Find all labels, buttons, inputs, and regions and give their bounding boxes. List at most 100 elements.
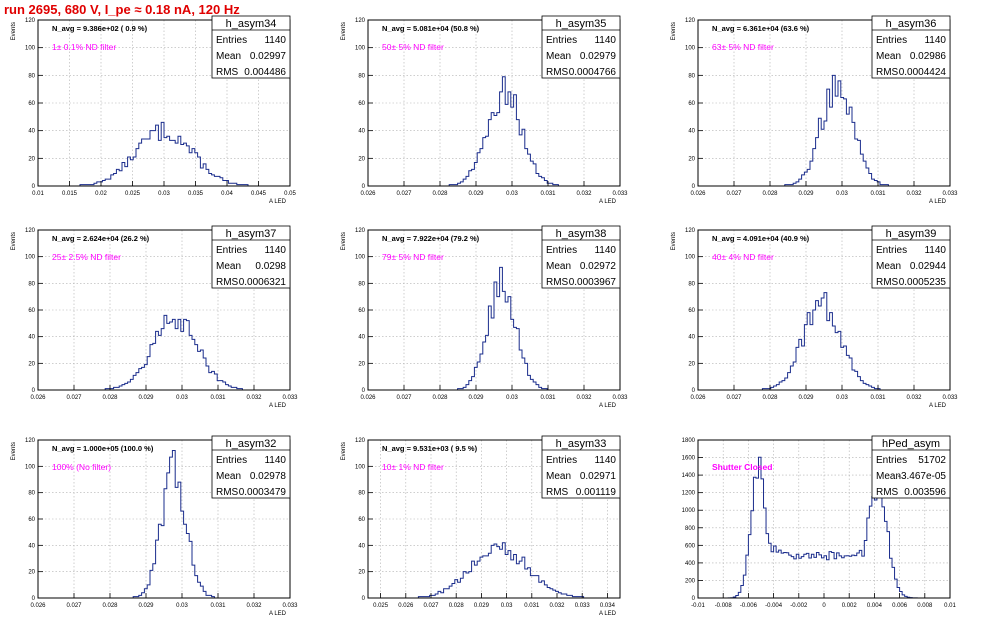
stats-value: 1140 — [594, 245, 616, 256]
y-tick-label: 100 — [355, 464, 366, 470]
y-tick-label: 40 — [358, 335, 365, 341]
y-tick-label: 120 — [685, 228, 696, 234]
stats-key: Entries — [876, 245, 907, 256]
y-tick-label: 100 — [355, 46, 366, 52]
x-tick-label: 0.03 — [836, 395, 848, 401]
x-tick-label: 0.004 — [867, 603, 883, 609]
stats-value: 0.02972 — [580, 261, 617, 272]
x-tick-label: 0.05 — [284, 191, 296, 197]
histogram-line — [698, 292, 950, 391]
stats-box — [871, 15, 951, 79]
x-tick-label: 0.032 — [246, 603, 262, 609]
y-axis-label: Events — [11, 232, 17, 250]
histogram-panel-h_asym33: 0.025 0.026 0.027 0.028 0.029 0.03 0.031 0.032 0… — [341, 435, 621, 617]
filter-annotation: 100% (No filter) — [52, 462, 111, 472]
histogram-title: h_asym32 — [226, 438, 277, 450]
stats-key: RMS — [216, 487, 239, 498]
y-tick-label: 40 — [358, 543, 365, 549]
y-tick-label: 40 — [28, 335, 35, 341]
x-tick-label: 0.006 — [892, 603, 908, 609]
filter-annotation: 50± 5% ND filter — [382, 42, 444, 52]
y-tick-label: 120 — [25, 18, 36, 24]
y-axis-label: Events — [11, 22, 17, 40]
x-tick-label: 0.033 — [282, 395, 298, 401]
y-axis-label: Events — [671, 232, 677, 250]
y-tick-label: 20 — [28, 570, 35, 576]
x-tick-label: 0.028 — [102, 603, 118, 609]
stats-key: Mean — [216, 261, 241, 272]
navg-label: N_avg = 5.081e+04 (50.8 %) — [382, 24, 480, 33]
stats-value: 0.0003967 — [569, 277, 617, 288]
y-axis-label: Events — [341, 442, 347, 460]
stats-box — [541, 15, 621, 79]
x-axis-label: A LED — [269, 403, 287, 409]
filter-annotation: 10± 1% ND filter — [382, 462, 444, 472]
stats-key: Mean — [876, 471, 901, 482]
stats-key: RMS — [546, 67, 569, 78]
x-tick-label: 0.032 — [549, 603, 565, 609]
stats-key: RMS — [876, 277, 899, 288]
y-tick-label: 20 — [688, 361, 695, 367]
y-tick-label: 80 — [358, 73, 365, 79]
stats-key: Entries — [546, 35, 577, 46]
y-tick-label: 100 — [25, 464, 36, 470]
x-tick-label: 0.032 — [906, 395, 922, 401]
x-tick-label: 0.035 — [188, 191, 204, 197]
histogram-line — [38, 121, 290, 187]
y-tick-label: 400 — [685, 561, 696, 567]
y-tick-label: 60 — [358, 308, 365, 314]
y-tick-label: 40 — [688, 335, 695, 341]
x-tick-label: 0.025 — [373, 603, 389, 609]
x-tick-label: 0.027 — [726, 395, 742, 401]
stats-box — [871, 435, 951, 499]
histogram-line — [698, 456, 950, 599]
y-tick-label: 800 — [685, 526, 696, 532]
stats-box — [211, 225, 291, 289]
y-tick-label: 120 — [685, 18, 696, 24]
x-tick-label: 0.032 — [246, 395, 262, 401]
stats-key: Entries — [216, 455, 247, 466]
x-tick-label: 0.03 — [836, 191, 848, 197]
y-tick-label: 40 — [358, 129, 365, 135]
x-tick-label: 0.026 — [690, 191, 706, 197]
stats-key: Mean — [546, 471, 571, 482]
x-tick-label: 0.015 — [62, 191, 78, 197]
stats-value: 0.001119 — [576, 487, 617, 498]
x-tick-label: 0.028 — [102, 395, 118, 401]
y-tick-label: 1000 — [682, 508, 696, 514]
y-tick-label: 40 — [28, 129, 35, 135]
x-tick-label: 0.002 — [842, 603, 858, 609]
x-tick-label: 0.027 — [396, 395, 412, 401]
histogram-line — [368, 76, 620, 187]
x-tick-label: -0.004 — [765, 603, 783, 609]
stats-value: 0.0004766 — [569, 67, 617, 78]
y-tick-label: 0 — [692, 184, 696, 190]
x-tick-label: 0.03 — [158, 191, 170, 197]
x-tick-label: 0.02 — [95, 191, 107, 197]
x-tick-label: -0.01 — [691, 603, 705, 609]
x-tick-label: 0.027 — [423, 603, 439, 609]
stats-key: Entries — [216, 245, 247, 256]
stats-key: Mean — [876, 261, 901, 272]
x-tick-label: 0.026 — [360, 395, 376, 401]
histogram-panel-h_asym35: 0.026 0.027 0.028 0.029 0.03 0.031 0.032 0.033 0… — [341, 15, 628, 205]
y-tick-label: 60 — [28, 308, 35, 314]
x-tick-label: 0.03 — [506, 395, 518, 401]
y-tick-label: 0 — [362, 388, 366, 394]
filter-annotation: 63± 5% ND filter — [712, 42, 774, 52]
stats-key: Entries — [546, 455, 577, 466]
x-tick-label: 0.033 — [282, 603, 298, 609]
x-tick-label: 0.028 — [432, 395, 448, 401]
stats-value: 0.02979 — [580, 51, 617, 62]
stats-key: Entries — [876, 455, 907, 466]
x-tick-label: 0.025 — [125, 191, 141, 197]
y-tick-label: 0 — [32, 596, 36, 602]
y-tick-label: 120 — [355, 18, 366, 24]
x-tick-label: 0.032 — [576, 395, 592, 401]
stats-key: Entries — [216, 35, 247, 46]
filter-annotation: Shutter Closed — [712, 462, 772, 472]
y-tick-label: 40 — [28, 543, 35, 549]
y-tick-label: 60 — [28, 517, 35, 523]
y-tick-label: 60 — [688, 308, 695, 314]
stats-key: Entries — [546, 245, 577, 256]
